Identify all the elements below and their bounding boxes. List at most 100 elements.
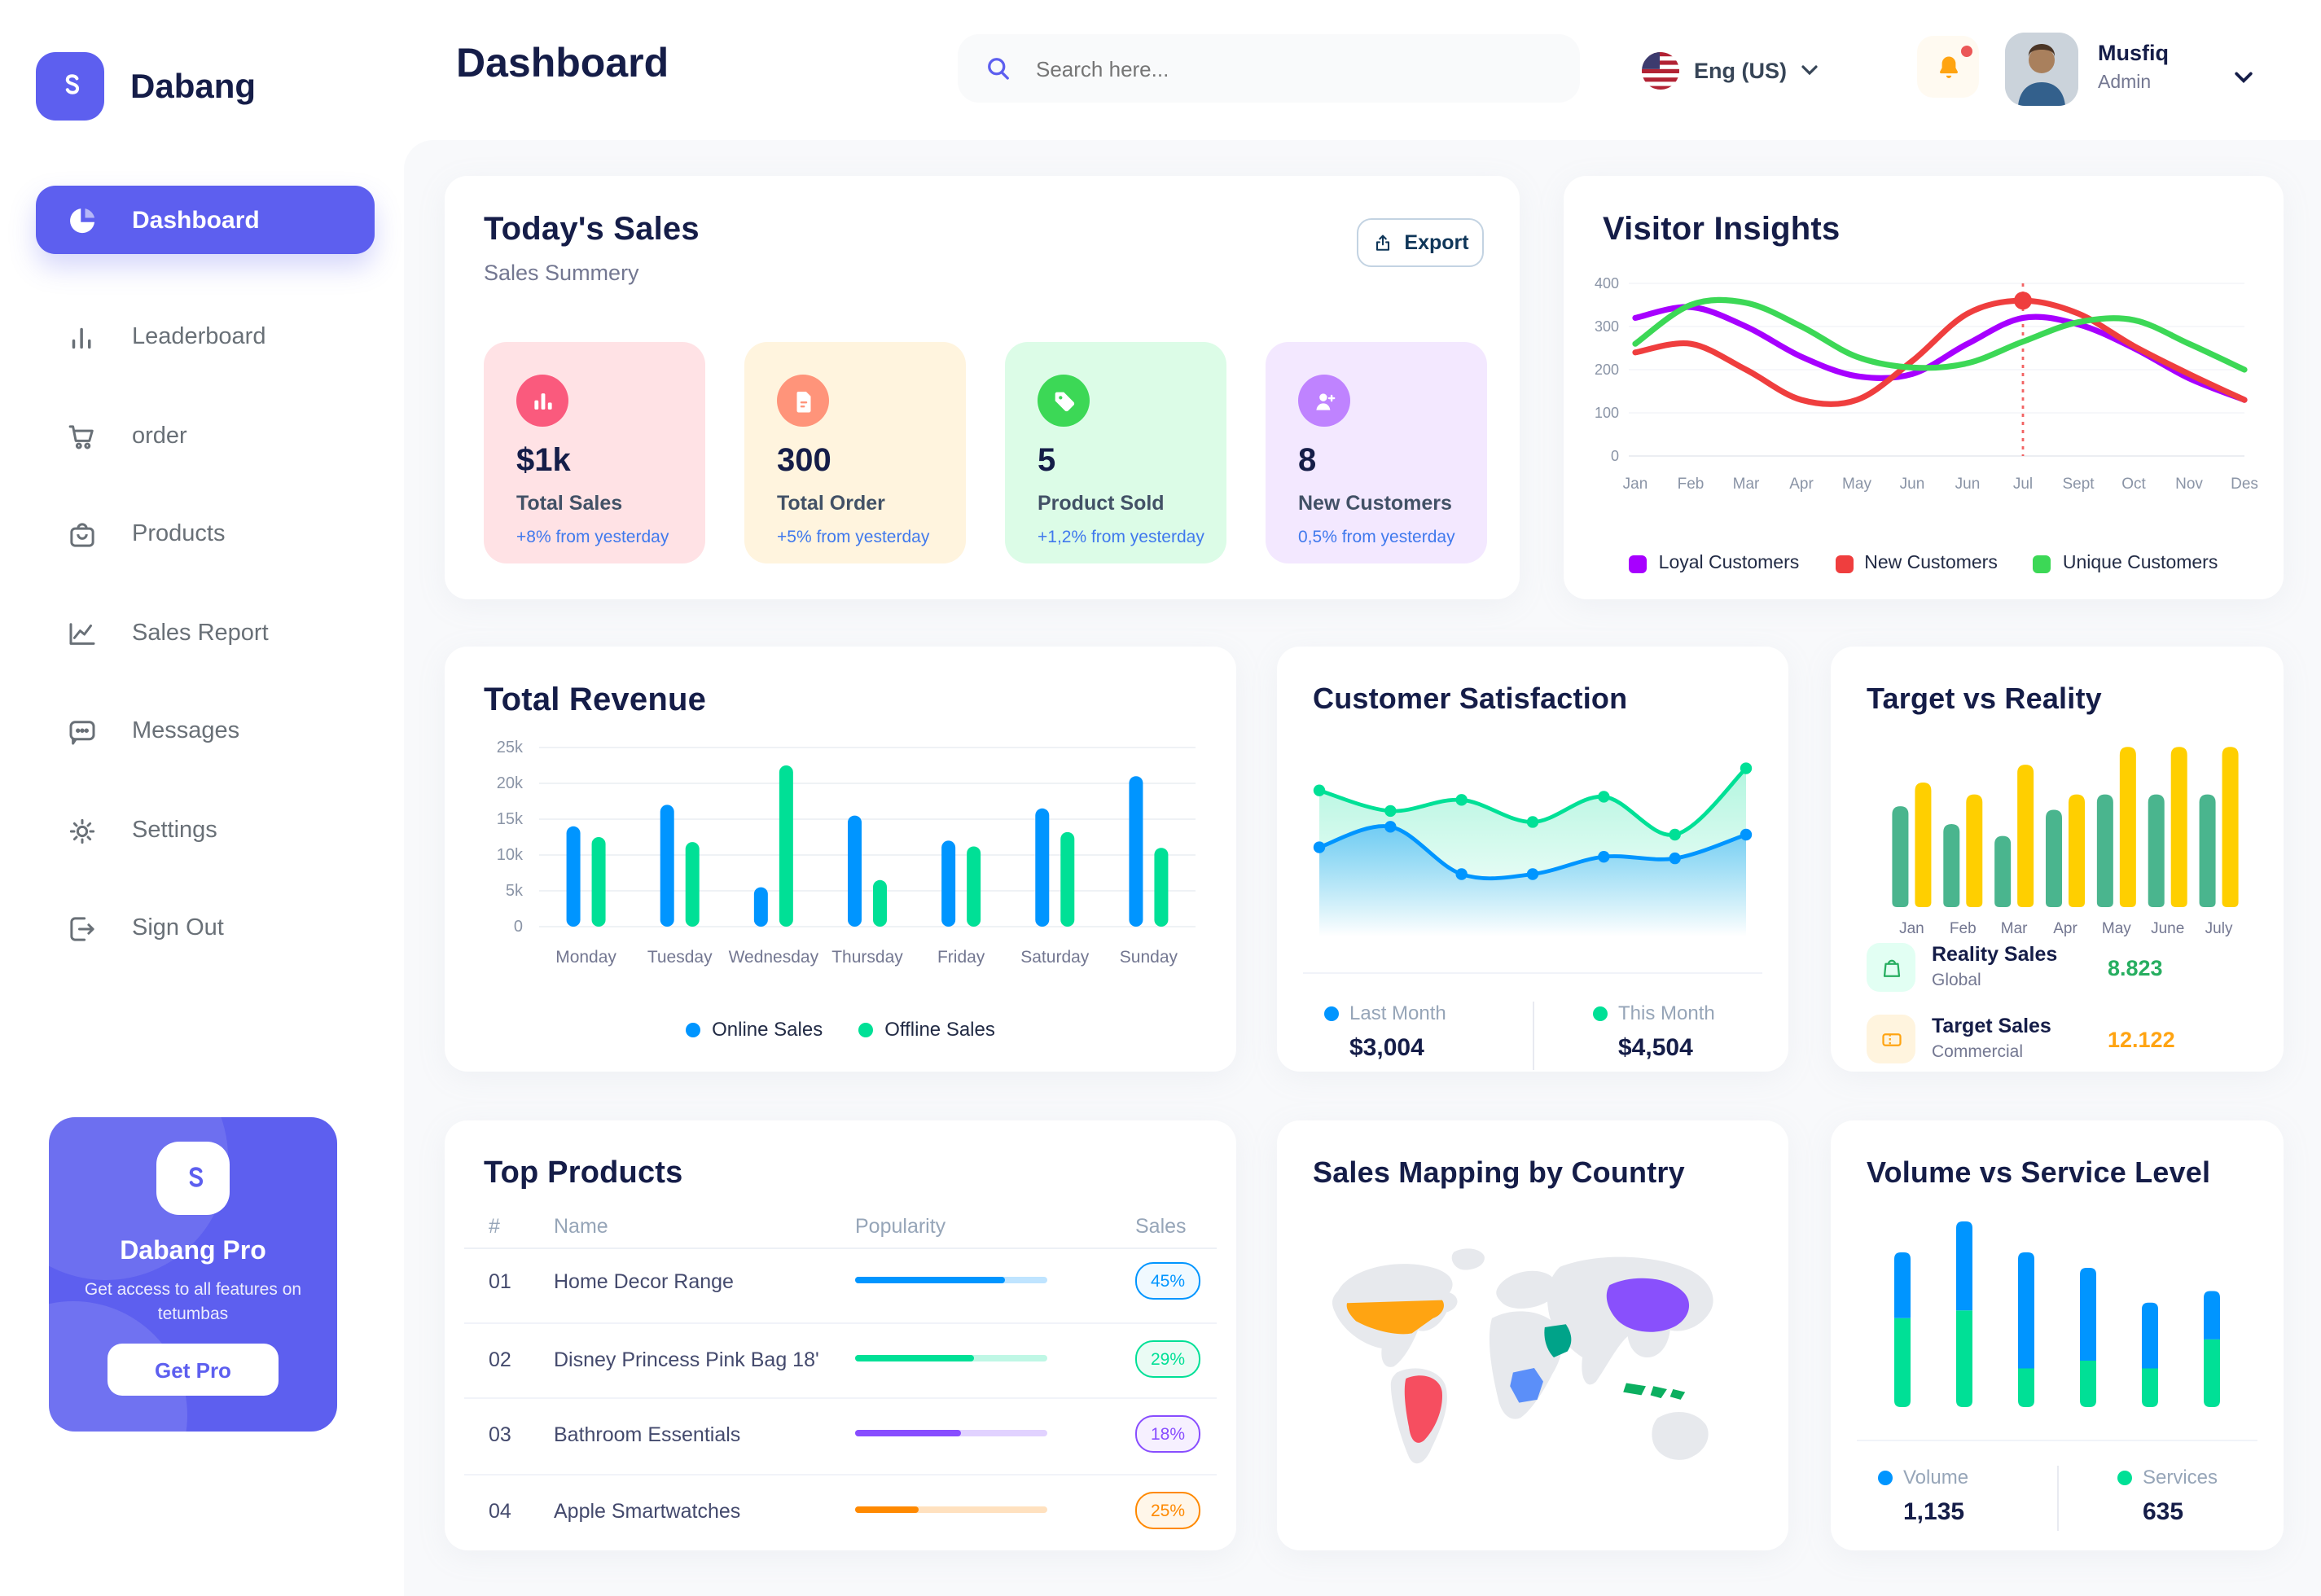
legend-sublabel: Global xyxy=(1932,971,1981,990)
search-bar[interactable] xyxy=(958,34,1580,103)
svg-text:Wednesday: Wednesday xyxy=(729,948,819,967)
volume-service-legend: Volume 1,135 Services 635 xyxy=(1831,1466,2284,1531)
svg-text:400: 400 xyxy=(1595,275,1619,292)
legend-dot xyxy=(686,1022,701,1037)
sidebar-item-leaderboard[interactable]: Leaderboard xyxy=(36,313,391,362)
target-vs-reality-card: Target vs Reality Jan Feb Mar Apr May June Jul… xyxy=(1831,647,2284,1072)
us-flag-icon xyxy=(1642,51,1679,89)
svg-text:Mar: Mar xyxy=(2001,920,2028,937)
product-name: Home Decor Range xyxy=(554,1270,734,1293)
popularity-bar xyxy=(855,1277,1047,1283)
total-revenue-chart: 0 5k 10k 15k 20k 25k Monday Tuesday Wednesday Thu… xyxy=(497,739,1196,967)
sidebar-item-settings[interactable]: Settings xyxy=(36,806,391,855)
pro-title: Dabang Pro xyxy=(120,1238,266,1265)
divider xyxy=(464,1474,1217,1475)
stat-label: Product Sold xyxy=(1038,492,1165,515)
country-saudi-arabia xyxy=(1544,1324,1572,1358)
user-name: Musfiq xyxy=(2098,41,2169,65)
column-header: Sales xyxy=(1135,1215,1187,1238)
visitor-insights-title: Visitor Insights xyxy=(1603,212,1841,248)
svg-text:June: June xyxy=(2151,920,2184,937)
legend-swatch xyxy=(1629,555,1648,572)
svg-text:Feb: Feb xyxy=(1678,476,1705,493)
svg-text:Mar: Mar xyxy=(1733,476,1760,493)
language-selector[interactable]: Eng (US) xyxy=(1642,46,1818,94)
notification-badge xyxy=(1959,44,1974,59)
sidebar-item-messages[interactable]: Messages xyxy=(36,707,391,756)
get-pro-button[interactable]: Get Pro xyxy=(107,1344,279,1396)
cart-icon xyxy=(65,419,99,454)
visitor-insights-card: Visitor Insights 0 100 200 300 400 Jan Feb Mar A… xyxy=(1564,176,2284,599)
svg-text:Jun: Jun xyxy=(1900,476,1925,493)
pro-description: Get access to all features on tetumbas xyxy=(84,1280,302,1324)
stat-delta: +8% from yesterday xyxy=(516,528,669,547)
sidebar-item-sign-out[interactable]: Sign Out xyxy=(36,904,391,953)
total-revenue-card: Total Revenue 0 5k 10k 15k 20k 25k Monday Tuesd… xyxy=(445,647,1236,1072)
svg-text:0: 0 xyxy=(514,918,523,936)
row-index: 04 xyxy=(489,1500,511,1523)
this-month-total: $4,504 xyxy=(1618,1034,1693,1062)
target-sales-legend-row: Target Sales Commercial xyxy=(1867,1015,2051,1063)
sales-badge: 18% xyxy=(1135,1415,1200,1453)
sales-badge: 45% xyxy=(1135,1262,1200,1300)
divider xyxy=(464,1397,1217,1399)
divider xyxy=(464,1247,1217,1249)
svg-text:100: 100 xyxy=(1595,405,1619,421)
profile-chevron-icon[interactable] xyxy=(2235,64,2253,93)
svg-text:Jul: Jul xyxy=(2013,476,2033,493)
sales-mapping-title: Sales Mapping by Country xyxy=(1313,1156,1685,1189)
svg-text:Thursday: Thursday xyxy=(831,948,903,967)
sidebar-item-sales-report[interactable]: Sales Report xyxy=(36,609,391,658)
svg-text:20k: 20k xyxy=(497,774,524,792)
svg-text:Apr: Apr xyxy=(2053,920,2077,937)
divider xyxy=(1303,972,1762,974)
popularity-bar xyxy=(855,1355,1047,1361)
sales-badge: 25% xyxy=(1135,1492,1200,1529)
total-revenue-title: Total Revenue xyxy=(484,682,707,718)
legend-dot xyxy=(858,1022,874,1037)
avatar[interactable] xyxy=(2005,33,2078,106)
export-icon xyxy=(1376,235,1390,251)
column-header: # xyxy=(489,1215,500,1238)
product-name: Apple Smartwatches xyxy=(554,1500,741,1523)
sidebar-item-order[interactable]: order xyxy=(36,412,391,461)
sidebar-item-products[interactable]: Products xyxy=(36,510,391,559)
country-china xyxy=(1606,1278,1690,1332)
legend-dot xyxy=(1877,1470,1892,1484)
svg-text:200: 200 xyxy=(1595,362,1619,378)
bell-icon xyxy=(1939,55,1957,77)
search-input[interactable] xyxy=(1033,55,1528,82)
sidebar-item-dashboard[interactable]: Dashboard xyxy=(36,186,375,254)
user-plus-icon xyxy=(1298,375,1350,427)
customer-satisfaction-title: Customer Satisfaction xyxy=(1313,682,1628,715)
svg-text:May: May xyxy=(2102,920,2131,937)
stat-delta: +1,2% from yesterday xyxy=(1038,528,1204,547)
user-role: Admin xyxy=(2098,73,2152,93)
sidebar: Dabang Dashboard Leaderboard order Produ… xyxy=(0,0,404,1596)
product-name: Bathroom Essentials xyxy=(554,1423,741,1446)
legend-sublabel: Commercial xyxy=(1932,1042,2024,1062)
svg-text:0: 0 xyxy=(1611,448,1619,464)
divider xyxy=(1857,1440,2257,1441)
svg-text:Oct: Oct xyxy=(2121,476,2146,493)
legend-label: Reality Sales xyxy=(1932,943,2058,966)
gear-icon xyxy=(65,813,99,848)
stat-delta: 0,5% from yesterday xyxy=(1298,528,1455,547)
country-brazil xyxy=(1404,1375,1443,1443)
divider xyxy=(1532,1002,1533,1070)
stat-value: 5 xyxy=(1038,443,1056,479)
stat-value: $1k xyxy=(516,443,571,479)
stat-card-new-customers: 8 New Customers 0,5% from yesterday xyxy=(1266,342,1487,563)
file-icon xyxy=(777,375,829,427)
country-dr-congo xyxy=(1510,1368,1543,1403)
row-index: 02 xyxy=(489,1348,511,1371)
pro-upgrade-card: Dabang Pro Get access to all features on… xyxy=(49,1117,337,1432)
svg-text:300: 300 xyxy=(1595,318,1619,335)
customer-satisfaction-legend: Last Month $3,004 This Month $4,504 xyxy=(1277,1002,1788,1070)
country-indonesia xyxy=(1623,1383,1686,1400)
svg-text:Sept: Sept xyxy=(2062,476,2095,493)
stat-value: 8 xyxy=(1298,443,1317,479)
popularity-bar xyxy=(855,1506,1047,1513)
legend-label: Target Sales xyxy=(1932,1015,2051,1037)
export-button[interactable]: Export xyxy=(1357,218,1484,267)
